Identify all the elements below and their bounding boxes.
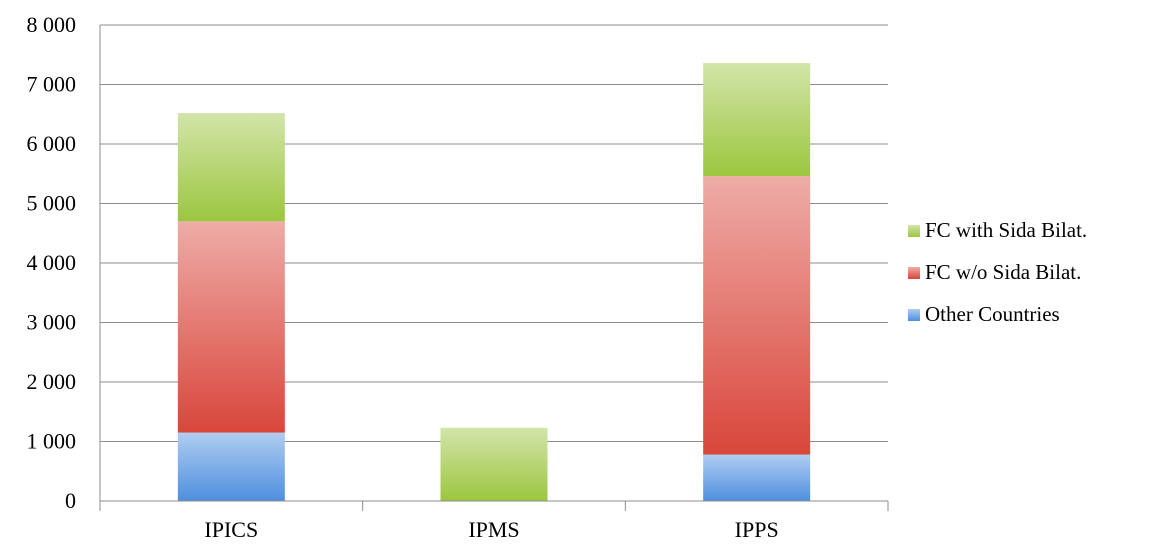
legend-label: Other Countries: [925, 302, 1060, 326]
x-axis-category-labels: IPICS IPMS IPPS: [204, 517, 778, 542]
y-axis-tick-labels: 0 1 000 2 000 3 000 4 000 5 000 6 000 7 000 8 00…: [27, 12, 77, 513]
y-tick-label: 7 000: [27, 72, 77, 97]
legend: FC with Sida Bilat. FC w/o Sida Bilat. Oth…: [908, 218, 1087, 326]
bar-segment-ipics-fc-with-sida-bilat: [177, 113, 285, 222]
bar-segment-ipics-fc-w-o-sida-bilat: [177, 221, 285, 433]
bar-segment-ipps-fc-w-o-sida-bilat: [703, 176, 811, 455]
y-tick-label: 1 000: [27, 429, 77, 454]
bar-segment-ipps-other-countries: [703, 454, 811, 501]
x-axis: [99, 25, 889, 511]
legend-label: FC with Sida Bilat.: [925, 218, 1087, 242]
y-tick-label: 2 000: [27, 369, 77, 394]
bar-segment-ipms-fc-with-sida-bilat: [440, 427, 548, 501]
legend-swatch: [908, 225, 920, 237]
y-tick-label: 4 000: [27, 250, 77, 275]
bar-segment-ipps-fc-with-sida-bilat: [703, 63, 811, 177]
legend-swatch: [908, 267, 920, 279]
x-category-label: IPICS: [204, 517, 258, 542]
y-tick-label: 6 000: [27, 131, 77, 156]
bar-segment-ipics-other-countries: [177, 432, 285, 501]
y-tick-label: 3 000: [27, 310, 77, 335]
bars: [177, 63, 811, 501]
y-tick-label: 0: [65, 488, 76, 513]
legend-swatch: [908, 309, 920, 321]
x-category-label: IPMS: [468, 517, 519, 542]
x-category-label: IPPS: [735, 517, 779, 542]
legend-label: FC w/o Sida Bilat.: [925, 260, 1081, 284]
y-tick-label: 8 000: [27, 12, 77, 37]
y-tick-label: 5 000: [27, 191, 77, 216]
